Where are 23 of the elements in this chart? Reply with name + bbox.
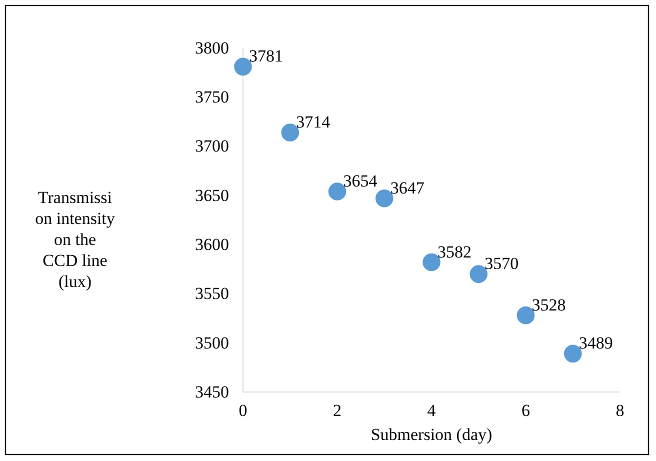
y-tick-label: 3600 [195,235,229,254]
y-axis-title: Transmission intensity on the CCD line (lux) [35,188,116,291]
y-tick-label: 3550 [195,284,229,304]
x-tick-label: 0 [238,401,248,420]
x-tick-label: 2 [333,401,342,420]
data-label: 3781 [249,46,283,66]
x-tick-label: 6 [522,401,530,420]
x-tick-label: 4 [427,401,436,420]
y-tick-label: 3450 [195,382,229,402]
data-label: 3582 [438,242,472,262]
data-label: 3647 [390,178,425,198]
x-axis-title: Submersion (day) [370,425,492,444]
y-tick-label: 3800 [195,38,229,58]
data-label: 3528 [532,295,566,314]
data-label: 3654 [343,171,378,190]
x-tick-label: 8 [616,401,624,420]
data-label: 3570 [484,254,519,274]
y-tick-label: 3700 [195,136,229,156]
y-tick-label: 3650 [195,186,229,205]
y-tick-label: 3500 [195,333,229,352]
data-label: 3714 [296,112,331,132]
data-label: 3489 [578,334,613,353]
y-tick-label: 3750 [195,88,229,107]
